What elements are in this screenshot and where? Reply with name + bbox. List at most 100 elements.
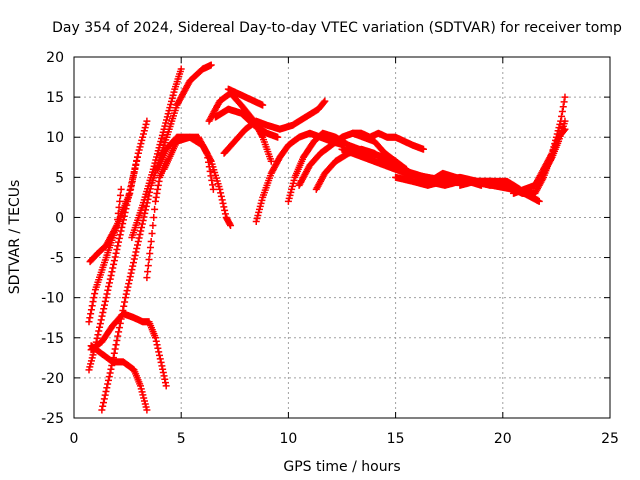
series-s17 <box>295 129 410 189</box>
data-point <box>139 130 147 138</box>
data-point <box>123 287 131 295</box>
y-tick-label: -10 <box>41 291 64 307</box>
data-point <box>138 223 146 231</box>
data-point <box>138 220 146 228</box>
data-point <box>151 205 159 213</box>
data-point <box>155 144 163 152</box>
data-point <box>115 238 123 246</box>
data-point <box>206 167 214 175</box>
data-point <box>267 157 275 165</box>
data-point <box>100 395 108 403</box>
data-point <box>156 355 164 363</box>
data-point <box>146 244 154 252</box>
data-point <box>560 126 568 134</box>
data-point <box>124 194 132 202</box>
data-point <box>101 391 109 399</box>
data-point <box>114 332 122 340</box>
data-point <box>143 274 151 282</box>
data-point <box>558 108 566 116</box>
data-point <box>158 131 166 139</box>
data-point <box>104 376 112 384</box>
data-point <box>128 266 136 274</box>
data-point <box>134 238 142 246</box>
data-point <box>177 65 185 73</box>
series-s27 <box>531 125 569 189</box>
data-point <box>208 176 216 184</box>
data-point <box>88 302 96 310</box>
data-point <box>220 203 228 211</box>
data-point <box>125 190 133 198</box>
data-point <box>103 290 111 298</box>
data-point <box>142 202 150 210</box>
series-s14 <box>220 97 329 157</box>
data-point <box>170 88 178 96</box>
data-point <box>125 280 133 288</box>
data-point <box>89 298 97 306</box>
data-point <box>169 91 177 99</box>
data-point <box>100 305 108 313</box>
data-point <box>133 157 141 165</box>
data-point <box>156 141 164 149</box>
chart-title: Day 354 of 2024, Sidereal Day-to-day VTE… <box>52 20 622 36</box>
data-point <box>143 406 151 414</box>
data-point <box>141 124 149 132</box>
axis-ticks: 0 5 10 15 20 25 -25 -20 -15 -10 -5 0 5 10 15 20 <box>41 50 619 447</box>
data-point <box>138 136 146 144</box>
data-point <box>126 186 134 194</box>
data-point <box>205 163 213 171</box>
plot-frame <box>73 56 611 419</box>
data-point <box>130 255 138 263</box>
data-point <box>120 212 128 220</box>
data-point <box>123 201 131 209</box>
data-point <box>93 334 101 342</box>
data-point <box>125 276 133 284</box>
data-point <box>94 331 102 339</box>
data-point <box>97 316 105 324</box>
data-point <box>120 302 128 310</box>
data-point <box>559 103 567 111</box>
data-point <box>136 230 144 238</box>
data-point <box>168 94 176 102</box>
data-point <box>204 154 212 162</box>
data-point <box>561 93 569 101</box>
grid <box>74 57 610 418</box>
data-point <box>146 250 154 258</box>
data-point <box>115 324 123 332</box>
data-point <box>259 101 267 109</box>
data-point <box>155 351 163 359</box>
data-point <box>98 406 106 414</box>
series-s8 <box>87 342 151 414</box>
data-point <box>150 213 158 221</box>
data-point <box>110 260 118 268</box>
data-point <box>130 168 138 176</box>
data-point <box>99 402 107 410</box>
data-point <box>132 248 140 256</box>
y-tick-label: -15 <box>41 331 64 347</box>
y-tick-label: -5 <box>50 251 64 267</box>
data-point <box>153 153 161 161</box>
data-point <box>203 149 211 157</box>
data-point <box>207 172 215 180</box>
y-tick-label: 20 <box>46 50 64 66</box>
data-point <box>91 290 99 298</box>
data-point <box>128 179 136 187</box>
data-point <box>107 271 115 279</box>
data-point <box>162 382 170 390</box>
data-point <box>129 175 137 183</box>
series-s13 <box>224 85 267 109</box>
data-point <box>163 116 171 124</box>
data-point <box>133 153 141 161</box>
data-point <box>154 344 162 352</box>
data-point <box>110 349 118 357</box>
data-points <box>85 61 569 414</box>
data-point <box>145 256 153 264</box>
data-point <box>207 61 215 69</box>
data-point <box>129 262 137 270</box>
data-point <box>217 192 225 200</box>
data-point <box>561 117 569 125</box>
data-point <box>132 160 140 168</box>
data-point <box>133 245 141 253</box>
data-point <box>86 314 94 322</box>
data-point <box>115 234 123 242</box>
